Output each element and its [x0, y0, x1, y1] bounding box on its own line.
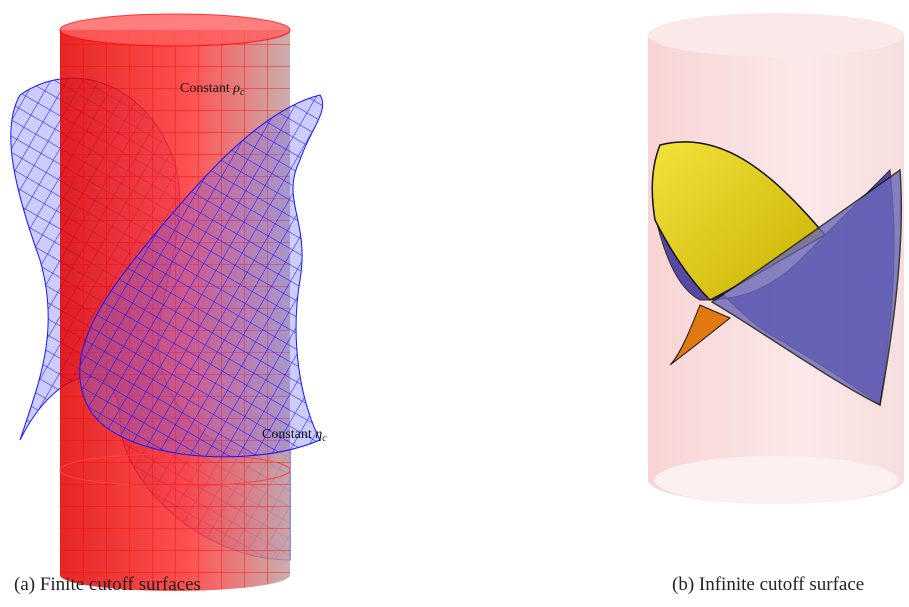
annotation-subscript: c — [240, 87, 245, 98]
cylinder-top — [648, 13, 904, 57]
caption: (b) Infinite cutoff surface — [672, 574, 864, 595]
blue-surface — [79, 94, 324, 458]
panel-b — [648, 13, 904, 504]
annotation: Constant ηc — [262, 427, 327, 444]
annotation-subscript: c — [322, 433, 327, 444]
panel-a: Constant ρc Constant ηc — [10, 13, 327, 591]
annotation: Constant ρc — [180, 81, 245, 98]
blue-surface-front — [710, 168, 903, 407]
cylinder-top — [59, 13, 291, 47]
annotation-text: Constant — [262, 427, 312, 442]
annotation-symbol: ρ — [232, 81, 240, 96]
cylinder-bottom-rim — [59, 453, 291, 487]
orange-surface — [669, 304, 731, 366]
annotation-symbol: η — [315, 427, 322, 442]
cylinder-bottom — [654, 456, 898, 504]
annotation-text: Constant — [180, 81, 230, 96]
caption: (a) Finite cutoff surfaces — [14, 574, 201, 595]
